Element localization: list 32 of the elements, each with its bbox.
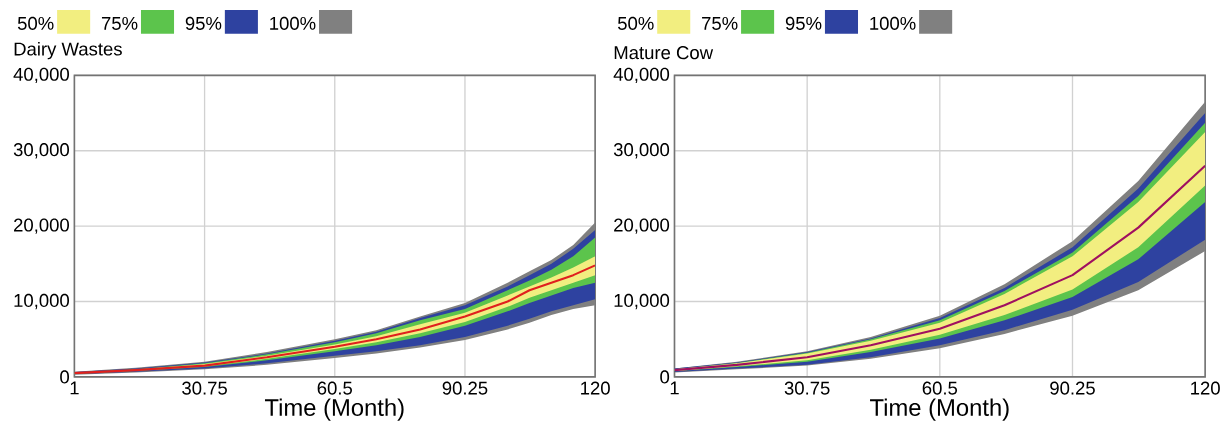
y-tick-label: 20,000 — [614, 218, 670, 234]
y-tick-label: 0 — [660, 370, 670, 384]
x-tick-label: 60.5 — [317, 381, 353, 395]
legend-label: 75% — [702, 16, 738, 30]
x-axis-title: Time (Month) — [870, 398, 1009, 421]
legend-label: 100% — [270, 16, 316, 30]
y-tick-label: 10,000 — [614, 293, 670, 309]
legend-label: 75% — [101, 16, 138, 30]
y-tick-label: 40,000 — [613, 67, 670, 83]
legend-label: 100% — [870, 16, 916, 30]
x-tick-label: 120 — [581, 381, 610, 395]
y-tick-label: 10,000 — [14, 293, 69, 309]
chart-title: Mature Cow — [614, 45, 714, 60]
chart-title: Dairy Wastes — [14, 41, 122, 60]
legend-label: 95% — [185, 16, 222, 30]
legend-label: 50% — [17, 16, 54, 30]
y-tick-label: 30,000 — [13, 142, 69, 159]
x-tick-label: 60.5 — [922, 381, 958, 395]
x-axis-title: Time (Month) — [264, 398, 404, 421]
x-tick-label: 1 — [70, 381, 79, 395]
x-tick-label: 120 — [1191, 381, 1220, 395]
x-tick-label: 30.75 — [182, 381, 227, 395]
x-tick-label: 30.75 — [784, 381, 830, 395]
y-tick-label: 20,000 — [14, 218, 69, 234]
legend-label: 95% — [785, 16, 822, 30]
x-tick-label: 90.25 — [442, 381, 488, 395]
y-tick-label: 40,000 — [13, 67, 69, 83]
x-tick-label: 1 — [670, 381, 679, 395]
x-tick-label: 90.25 — [1050, 381, 1095, 395]
y-tick-label: 0 — [60, 370, 70, 384]
y-tick-label: 30,000 — [613, 142, 670, 159]
legend-label: 50% — [617, 16, 654, 30]
